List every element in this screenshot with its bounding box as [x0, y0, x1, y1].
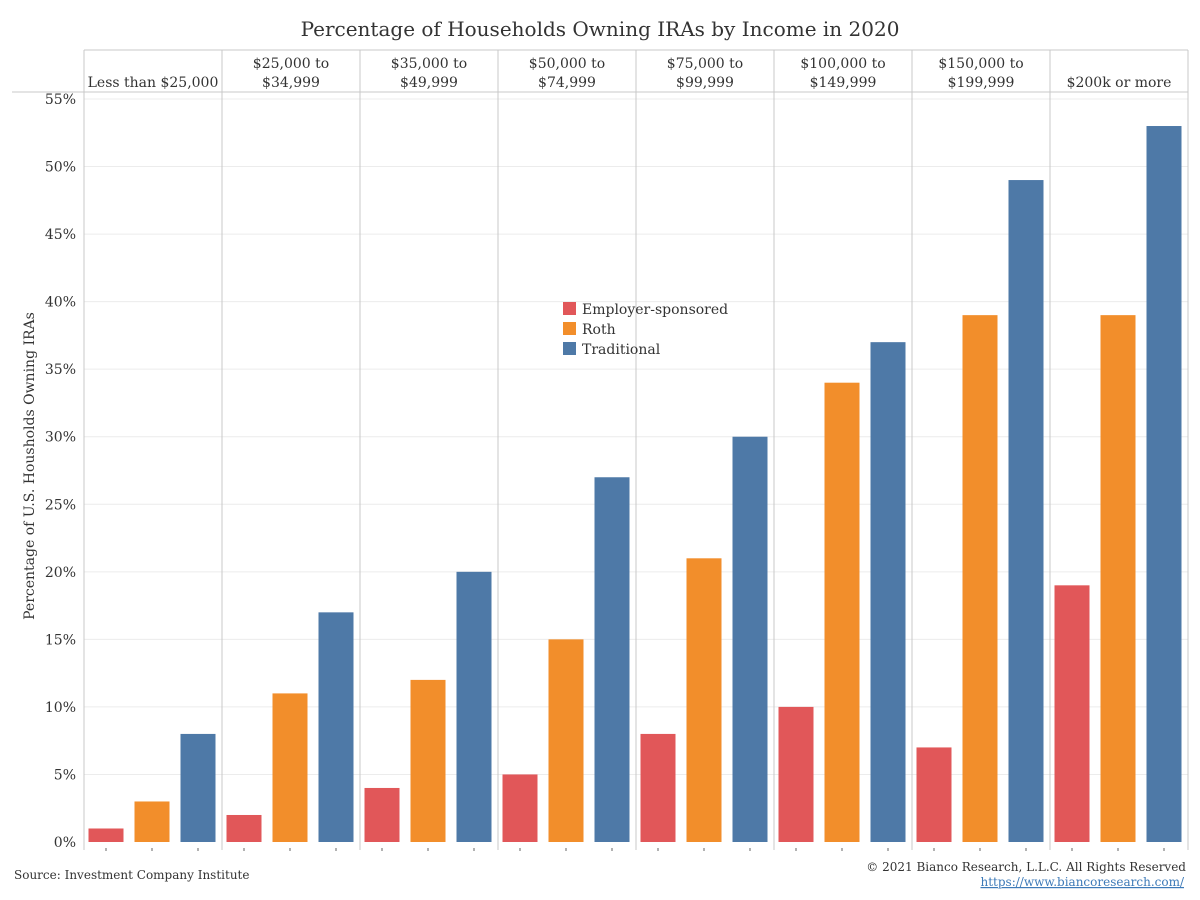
- bar: [272, 693, 308, 842]
- y-tick-label: 5%: [54, 767, 76, 783]
- category-headers: Less than $25,000 $25,000 to $34,999 $35,00…: [88, 56, 1172, 91]
- category-label: $34,999: [262, 75, 320, 91]
- category-label: $100,000 to: [800, 56, 885, 72]
- y-tick-label: 20%: [45, 565, 76, 581]
- website-link[interactable]: https://www.biancoresearch.com/: [980, 875, 1184, 889]
- legend-swatch: [563, 302, 576, 315]
- bar: [824, 382, 860, 842]
- bar: [364, 787, 400, 842]
- bar: [456, 571, 492, 842]
- y-tick-label: 10%: [45, 700, 76, 716]
- bar: [548, 639, 584, 842]
- bar: [502, 774, 538, 842]
- y-axis-label: Percentage of U.S. Housholds Owning IRAs: [22, 312, 38, 620]
- category-label: $150,000 to: [938, 56, 1023, 72]
- legend-label: Employer-sponsored: [582, 302, 728, 318]
- y-tick-label: 35%: [45, 362, 76, 378]
- chart-title: Percentage of Households Owning IRAs by …: [301, 17, 900, 41]
- bar: [778, 706, 814, 842]
- bar: [410, 679, 446, 842]
- bar: [916, 747, 952, 842]
- legend: Employer-sponsored Roth Traditional: [563, 302, 728, 358]
- legend-swatch: [563, 342, 576, 355]
- y-tick-label: 0%: [54, 835, 76, 851]
- bar: [962, 315, 998, 842]
- y-tick-label: 45%: [45, 227, 76, 243]
- category-label: $75,000 to: [667, 56, 743, 72]
- bar: [1146, 126, 1182, 842]
- bar: [640, 733, 676, 842]
- category-label: $149,999: [810, 75, 877, 91]
- bar: [732, 436, 768, 842]
- bar: [594, 477, 630, 842]
- bar: [1100, 315, 1136, 842]
- category-label: $199,999: [948, 75, 1015, 91]
- bar: [226, 814, 262, 842]
- y-tick-label: 40%: [45, 295, 76, 311]
- category-label: Less than $25,000: [88, 75, 219, 91]
- category-label: $25,000 to: [253, 56, 329, 72]
- category-label: $35,000 to: [391, 56, 467, 72]
- y-tick-label: 55%: [45, 92, 76, 108]
- category-label: $74,999: [538, 75, 596, 91]
- legend-label: Traditional: [582, 342, 661, 358]
- bar: [1054, 585, 1090, 842]
- y-tick-label: 25%: [45, 497, 76, 513]
- bar: [318, 612, 354, 842]
- y-tick-label: 50%: [45, 160, 76, 176]
- y-tick-label: 15%: [45, 632, 76, 648]
- category-label: $49,999: [400, 75, 458, 91]
- bar: [88, 828, 124, 842]
- category-dividers: [12, 49, 1189, 850]
- source-note: Source: Investment Company Institute: [14, 868, 249, 882]
- category-label: $50,000 to: [529, 56, 605, 72]
- y-axis-ticks: 0% 5% 10% 15% 20% 25% 30% 35% 40% 45% 50% 55%: [45, 92, 76, 851]
- category-label: $99,999: [676, 75, 734, 91]
- bars: [88, 126, 1182, 851]
- bar: [134, 801, 170, 842]
- copyright-note: © 2021 Bianco Research, L.L.C. All Right…: [866, 860, 1186, 874]
- bar: [1008, 180, 1044, 842]
- bar: [686, 558, 722, 842]
- y-tick-label: 30%: [45, 430, 76, 446]
- category-label: $200k or more: [1067, 75, 1172, 91]
- bar: [180, 733, 216, 842]
- legend-swatch: [563, 322, 576, 335]
- legend-label: Roth: [582, 322, 616, 338]
- bar: [870, 342, 906, 842]
